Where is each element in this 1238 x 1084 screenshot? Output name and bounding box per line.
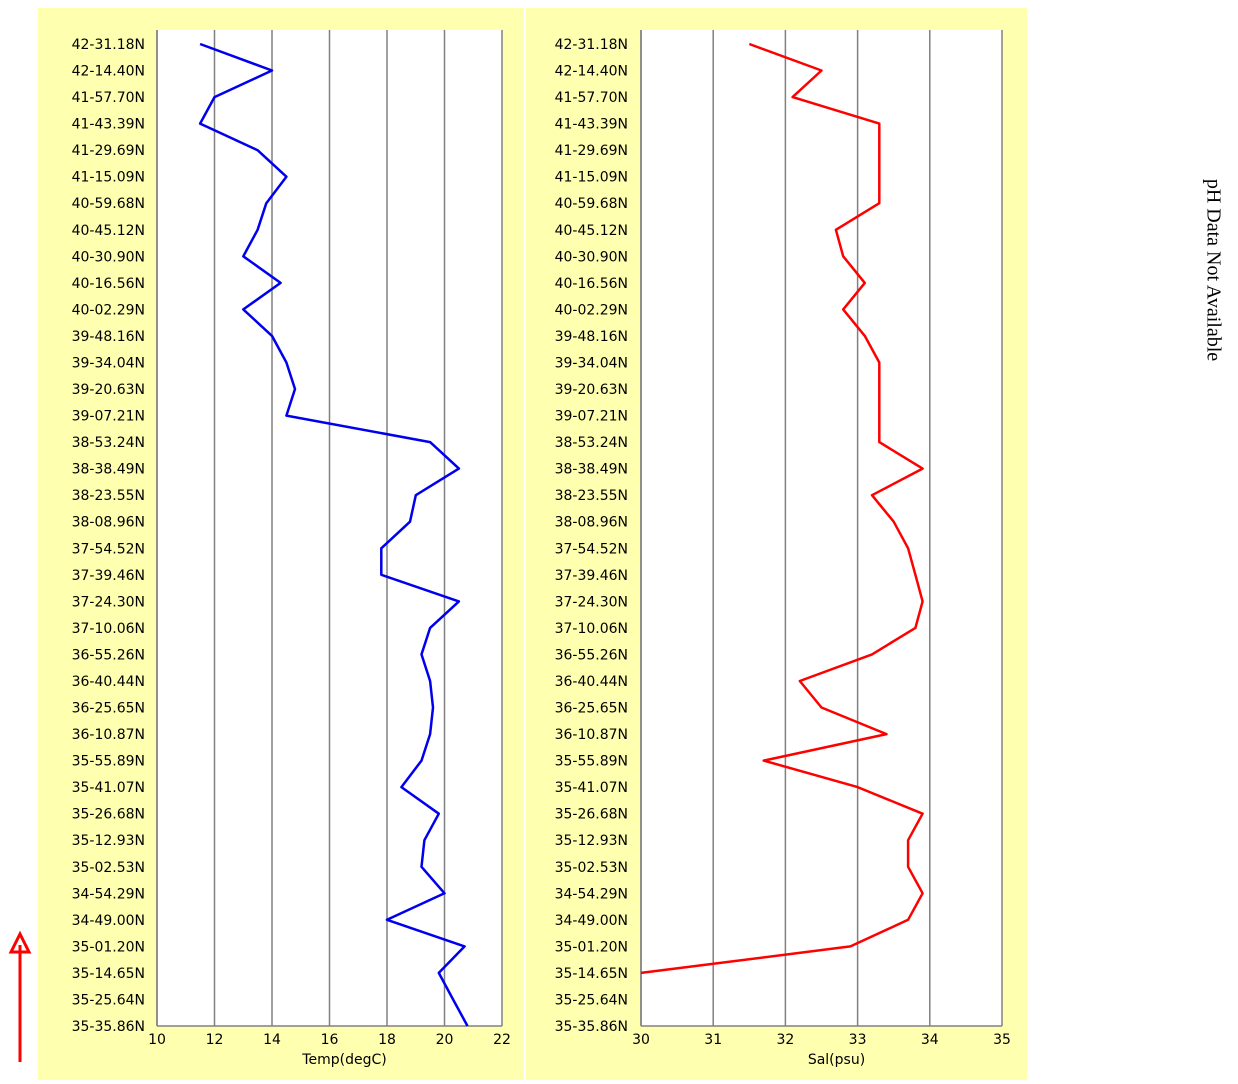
y-tick-label: 40-59.68N (72, 196, 145, 212)
y-tick-label: 38-23.55N (72, 488, 145, 504)
y-tick-label: 38-38.49N (72, 462, 145, 478)
y-tick-label: 41-43.39N (555, 117, 628, 133)
y-tick-label: 39-07.21N (72, 409, 145, 425)
y-tick-label: 38-53.24N (555, 435, 628, 451)
y-tick-label: 38-23.55N (555, 488, 628, 504)
y-tick-label: 39-34.04N (72, 355, 145, 371)
y-tick-label: 40-16.56N (72, 276, 145, 292)
y-tick-label: 42-31.18N (555, 37, 628, 53)
y-tick-label: 37-54.52N (72, 541, 145, 557)
y-tick-label: 39-20.63N (555, 382, 628, 398)
y-tick-label: 35-12.93N (72, 833, 145, 849)
y-tick-label: 35-02.53N (72, 860, 145, 876)
y-tick-label: 41-15.09N (555, 170, 628, 186)
y-tick-label: 39-34.04N (555, 355, 628, 371)
y-tick-label: 35-26.68N (555, 807, 628, 823)
x-tick-label: 32 (776, 1032, 794, 1048)
y-tick-label: 39-48.16N (72, 329, 145, 345)
y-tick-label: 34-49.00N (555, 913, 628, 929)
x-tick-label: 30 (632, 1032, 650, 1048)
y-tick-label: 36-10.87N (555, 727, 628, 743)
y-tick-label: 37-39.46N (555, 568, 628, 584)
x-tick-label: 12 (206, 1032, 224, 1048)
y-tick-label: 35-55.89N (72, 754, 145, 770)
y-tick-label: 38-53.24N (72, 435, 145, 451)
y-tick-label: 41-29.69N (72, 143, 145, 159)
x-tick-label: 35 (993, 1032, 1011, 1048)
y-tick-label: 38-08.96N (555, 515, 628, 531)
data-line (198, 42, 469, 1027)
y-tick-label: 35-26.68N (72, 807, 145, 823)
y-tick-label: 35-01.20N (555, 939, 628, 955)
y-tick-label: 39-20.63N (72, 382, 145, 398)
y-tick-label: 37-10.06N (555, 621, 628, 637)
y-tick-label: 36-25.65N (555, 701, 628, 717)
y-tick-label: 36-40.44N (72, 674, 145, 690)
y-tick-label: 40-02.29N (555, 302, 628, 318)
y-tick-label: 41-15.09N (72, 170, 145, 186)
y-tick-label: 40-59.68N (555, 196, 628, 212)
side-note: pH Data Not Available (1202, 179, 1224, 361)
y-tick-label: 42-14.40N (72, 64, 145, 80)
x-tick-label: 14 (263, 1032, 281, 1048)
y-tick-label: 36-10.87N (72, 727, 145, 743)
y-tick-label: 40-16.56N (555, 276, 628, 292)
x-tick-label: 22 (493, 1032, 511, 1048)
y-tick-label: 35-14.65N (555, 966, 628, 982)
y-tick-label: 38-08.96N (72, 515, 145, 531)
x-tick-label: 33 (849, 1032, 867, 1048)
data-line (640, 42, 924, 975)
y-tick-label: 35-25.64N (72, 992, 145, 1008)
x-tick-label: 31 (704, 1032, 722, 1048)
x-tick-label: 18 (378, 1032, 396, 1048)
y-tick-label: 41-43.39N (72, 117, 145, 133)
y-tick-label: 34-54.29N (72, 886, 145, 902)
y-tick-label: 42-31.18N (72, 37, 145, 53)
y-tick-label: 42-14.40N (555, 64, 628, 80)
x-tick-label: 34 (921, 1032, 939, 1048)
y-tick-label: 34-54.29N (555, 886, 628, 902)
y-tick-label: 35-35.86N (72, 1019, 145, 1035)
y-tick-label: 35-12.93N (555, 833, 628, 849)
x-axis-label: Sal(psu) (808, 1052, 865, 1068)
y-tick-label: 39-48.16N (555, 329, 628, 345)
y-tick-label: 37-10.06N (72, 621, 145, 637)
y-tick-label: 35-41.07N (72, 780, 145, 796)
y-tick-label: 35-35.86N (555, 1019, 628, 1035)
y-tick-label: 35-55.89N (555, 754, 628, 770)
y-tick-label: 41-29.69N (555, 143, 628, 159)
y-tick-label: 37-54.52N (555, 541, 628, 557)
x-tick-label: 10 (148, 1032, 166, 1048)
y-tick-label: 39-07.21N (555, 409, 628, 425)
y-tick-label: 37-24.30N (72, 594, 145, 610)
y-tick-label: 41-57.70N (555, 90, 628, 106)
y-tick-label: 36-55.26N (555, 647, 628, 663)
y-tick-label: 36-40.44N (555, 674, 628, 690)
y-tick-label: 35-25.64N (555, 992, 628, 1008)
y-tick-label: 40-45.12N (555, 223, 628, 239)
arrow-head (8, 930, 32, 954)
y-tick-label: 40-30.90N (72, 249, 145, 265)
x-axis-label: Temp(degC) (301, 1052, 386, 1068)
plot-area (641, 30, 1002, 1026)
y-tick-label: 36-55.26N (72, 647, 145, 663)
y-tick-label: 40-02.29N (72, 302, 145, 318)
y-tick-label: 37-39.46N (72, 568, 145, 584)
y-tick-label: 35-02.53N (555, 860, 628, 876)
y-tick-label: 41-57.70N (72, 90, 145, 106)
y-tick-label: 35-14.65N (72, 966, 145, 982)
x-tick-label: 20 (436, 1032, 454, 1048)
y-tick-label: 34-49.00N (72, 913, 145, 929)
y-tick-label: 36-25.65N (72, 701, 145, 717)
y-tick-label: 35-41.07N (555, 780, 628, 796)
y-tick-label: 40-45.12N (72, 223, 145, 239)
y-tick-label: 40-30.90N (555, 249, 628, 265)
x-tick-label: 16 (321, 1032, 339, 1048)
y-tick-label: 38-38.49N (555, 462, 628, 478)
y-tick-label: 35-01.20N (72, 939, 145, 955)
y-tick-label: 37-24.30N (555, 594, 628, 610)
